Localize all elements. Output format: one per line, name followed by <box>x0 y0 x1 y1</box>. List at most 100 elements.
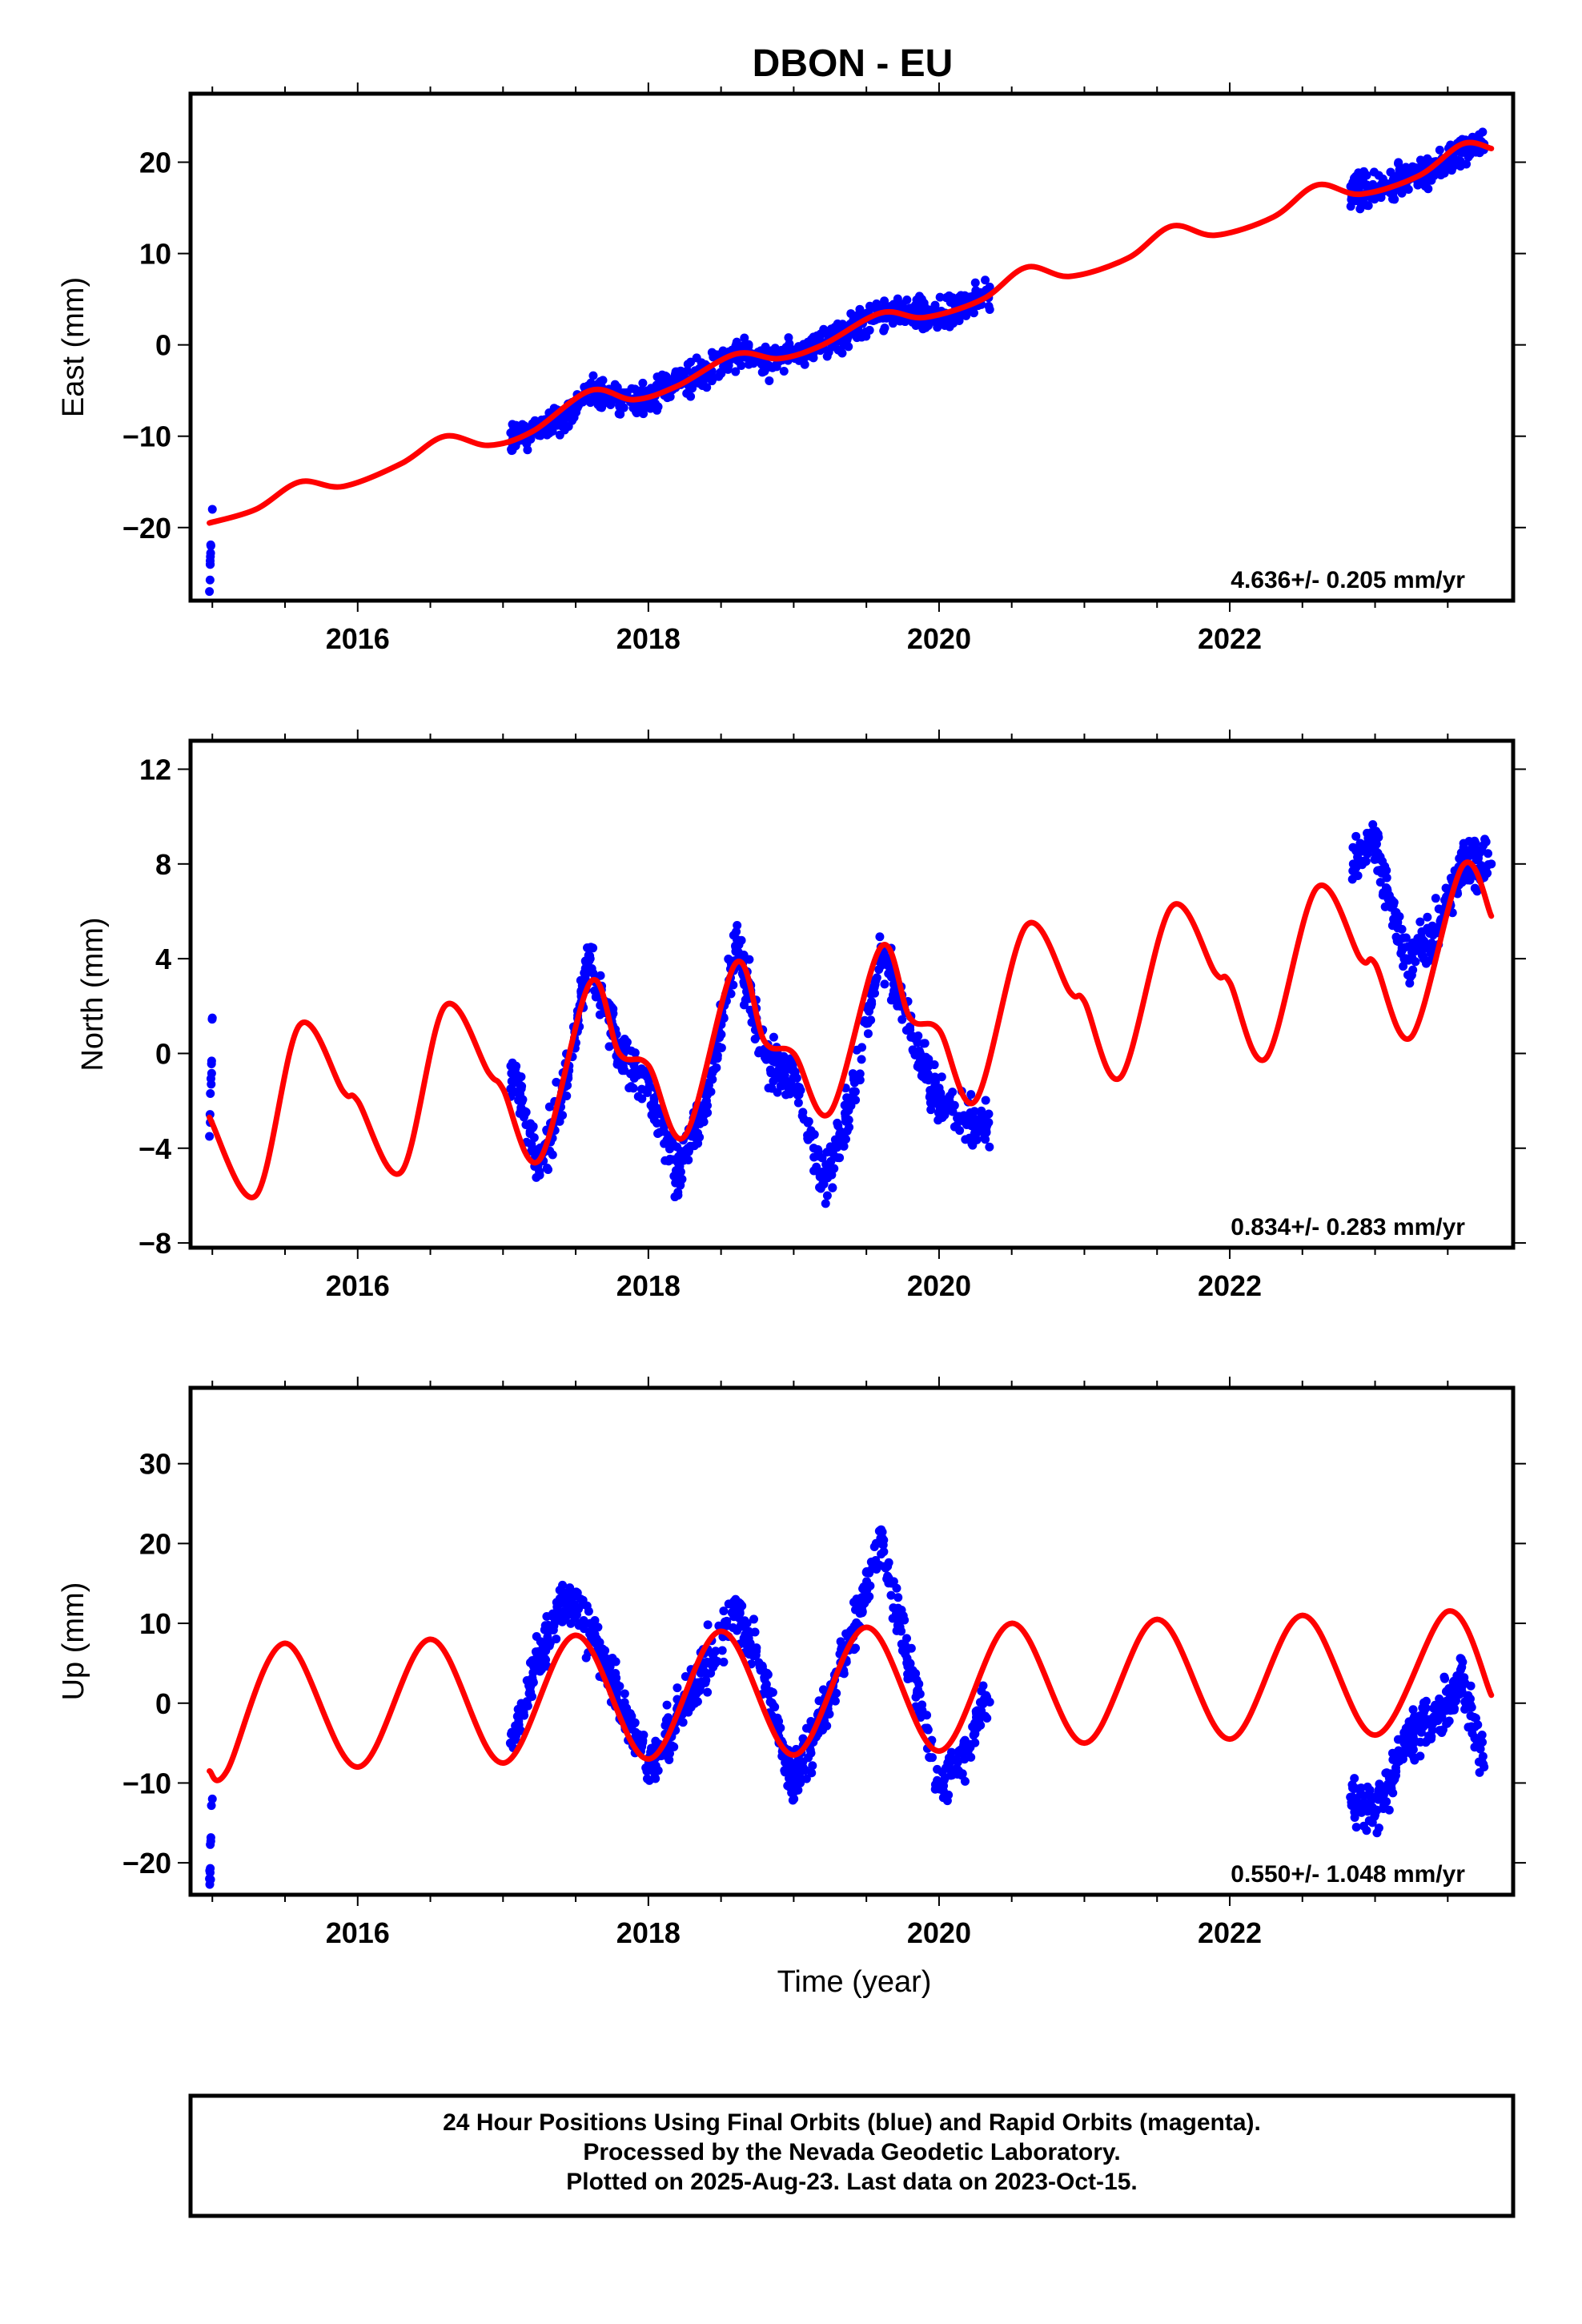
east-data-point <box>933 323 942 332</box>
up-data-point <box>1347 1780 1357 1790</box>
north-y-tick-label: 0 <box>155 1037 171 1070</box>
north-data-point <box>1371 835 1380 845</box>
up-data-point <box>1411 1726 1420 1735</box>
up-data-point <box>933 1764 942 1774</box>
up-data-point <box>906 1673 916 1683</box>
east-data-point <box>1435 145 1444 155</box>
north-y-tick-label: 4 <box>155 943 171 975</box>
up-data-point <box>1470 1743 1480 1752</box>
north-plot-area: 2016 2018 2020 2022 −8 −4 0 4 8 12 <box>139 730 1526 1302</box>
up-data-layer <box>205 1525 1495 1889</box>
north-data-point <box>1415 917 1425 927</box>
up-data-point <box>830 1696 840 1706</box>
north-data-point <box>963 1120 973 1129</box>
up-data-point <box>505 1739 515 1748</box>
up-data-point <box>585 1629 595 1638</box>
up-data-point <box>736 1622 745 1631</box>
north-data-point <box>981 1096 990 1105</box>
up-data-point <box>606 1670 616 1679</box>
north-data-point <box>1413 934 1423 943</box>
up-data-point <box>205 1866 215 1876</box>
east-data-point <box>206 556 215 565</box>
north-data-point <box>1351 831 1361 841</box>
north-data-point <box>1428 931 1438 940</box>
north-data-point <box>875 932 885 942</box>
north-data-point <box>785 1080 794 1090</box>
north-data-point <box>917 1069 927 1079</box>
up-data-point <box>693 1683 702 1693</box>
up-data-point <box>982 1691 991 1700</box>
up-data-point <box>662 1700 672 1710</box>
up-data-point <box>1480 1763 1489 1772</box>
east-data-point <box>1394 158 1403 167</box>
east-data-point <box>682 388 692 398</box>
north-data-point <box>1378 891 1387 900</box>
up-data-point <box>673 1683 682 1693</box>
up-data-point <box>946 1765 955 1775</box>
north-data-point <box>661 1156 670 1165</box>
up-data-point <box>207 1801 216 1811</box>
east-data-point <box>981 275 990 285</box>
east-data-point <box>1363 200 1372 210</box>
up-data-point <box>851 1643 861 1653</box>
up-data-point <box>900 1641 909 1651</box>
north-data-point <box>970 1107 979 1116</box>
east-data-point <box>206 549 215 558</box>
north-data-point <box>1364 845 1374 854</box>
north-data-point <box>769 1032 778 1042</box>
up-data-point <box>1371 1810 1380 1819</box>
up-data-point <box>1457 1663 1467 1672</box>
east-data-point <box>731 367 741 376</box>
north-data-point <box>862 1003 872 1013</box>
east-data-point <box>923 321 933 331</box>
east-data-point <box>593 379 603 388</box>
north-data-point <box>1378 857 1387 866</box>
up-model-curve <box>207 1608 1495 1783</box>
north-data-point <box>1405 979 1415 988</box>
up-data-point <box>868 1562 877 1572</box>
north-data-point <box>1484 849 1493 858</box>
up-data-point <box>709 1654 718 1663</box>
up-data-point <box>612 1688 622 1698</box>
north-data-point <box>535 1167 544 1176</box>
up-y-tick-label: −10 <box>122 1767 171 1799</box>
east-data-point <box>918 305 928 315</box>
north-data-point <box>834 1135 844 1144</box>
east-data-point <box>205 575 215 585</box>
north-data-point <box>544 1102 554 1112</box>
north-data-point <box>739 1000 749 1010</box>
north-data-point <box>733 921 742 931</box>
north-data-point <box>695 1119 705 1128</box>
up-data-point <box>206 1839 215 1849</box>
east-x-tick-label: 2020 <box>907 622 971 655</box>
up-data-point <box>883 1562 893 1571</box>
north-data-point <box>207 1068 216 1078</box>
up-data-point <box>801 1774 811 1783</box>
up-data-point <box>801 1723 811 1733</box>
up-data-point <box>796 1779 805 1788</box>
up-data-point <box>901 1634 911 1643</box>
north-data-point <box>799 1115 809 1124</box>
north-data-point <box>786 1056 796 1066</box>
north-data-point <box>521 1120 531 1130</box>
north-data-point <box>803 1134 813 1144</box>
east-data-point <box>205 587 215 597</box>
up-data-point <box>1473 1720 1483 1730</box>
up-data-point <box>1408 1705 1418 1715</box>
east-data-point <box>985 305 994 315</box>
east-rate-label: 4.636+/- 0.205 mm/yr <box>1231 567 1465 593</box>
up-data-point <box>575 1618 584 1628</box>
north-data-point <box>886 995 896 1005</box>
up-data-point <box>1357 1807 1367 1817</box>
north-data-point <box>780 1071 789 1080</box>
north-data-point <box>604 1042 614 1051</box>
north-data-point <box>833 1118 842 1128</box>
north-data-point <box>701 1096 711 1106</box>
north-data-point <box>747 1018 757 1027</box>
north-data-point <box>717 1043 726 1052</box>
north-data-point <box>689 1141 699 1151</box>
north-data-point <box>926 1085 935 1095</box>
east-x-tick-label: 2018 <box>616 622 681 655</box>
east-data-point <box>840 337 849 347</box>
